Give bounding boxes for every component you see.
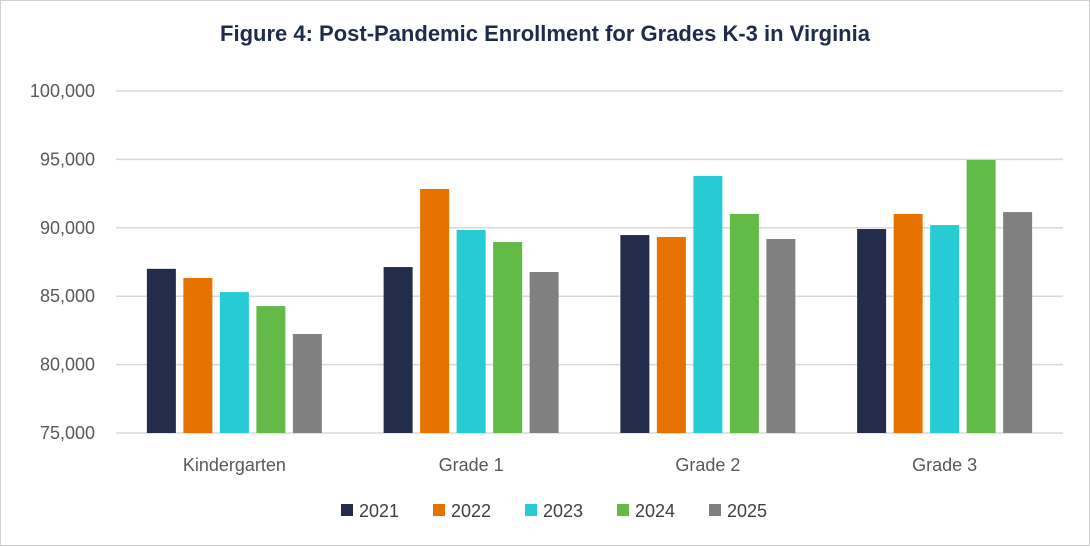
x-tick-label: Grade 3 xyxy=(912,455,977,475)
legend-label-2022: 2022 xyxy=(451,501,491,521)
bar-2023-grade-1 xyxy=(456,229,486,433)
bar-2024-grade-1 xyxy=(493,242,523,433)
bar-2023-grade-2 xyxy=(693,175,723,433)
bar-2023-kindergarten xyxy=(219,292,249,433)
bar-2021-grade-1 xyxy=(383,267,413,433)
bar-2023-grade-3 xyxy=(930,225,960,433)
bar-2022-kindergarten xyxy=(183,278,213,433)
x-tick-label: Grade 1 xyxy=(439,455,504,475)
bar-2025-kindergarten xyxy=(292,333,322,433)
bar-2024-kindergarten xyxy=(256,306,286,433)
y-tick-label: 100,000 xyxy=(30,81,95,101)
x-tick-label: Grade 2 xyxy=(675,455,740,475)
y-tick-label: 90,000 xyxy=(40,218,95,238)
legend-swatch-2024 xyxy=(617,504,629,516)
bar-2025-grade-2 xyxy=(766,239,796,433)
legend-swatch-2025 xyxy=(709,504,721,516)
x-tick-label: Kindergarten xyxy=(183,455,286,475)
bar-2025-grade-3 xyxy=(1003,212,1033,433)
y-tick-label: 80,000 xyxy=(40,355,95,375)
bar-2021-kindergarten xyxy=(146,268,176,433)
bar-2022-grade-3 xyxy=(893,213,923,433)
chart-title: Figure 4: Post-Pandemic Enrollment for G… xyxy=(220,21,870,46)
bar-2024-grade-3 xyxy=(966,159,996,433)
bar-2024-grade-2 xyxy=(729,213,759,433)
legend-swatch-2023 xyxy=(525,504,537,516)
legend-swatch-2022 xyxy=(433,504,445,516)
y-tick-label: 95,000 xyxy=(40,149,95,169)
bar-2022-grade-2 xyxy=(656,236,686,433)
y-tick-label: 75,000 xyxy=(40,423,95,443)
bar-2021-grade-2 xyxy=(620,235,650,433)
y-tick-label: 85,000 xyxy=(40,286,95,306)
legend-label-2025: 2025 xyxy=(727,501,767,521)
legend-label-2023: 2023 xyxy=(543,501,583,521)
legend-swatch-2021 xyxy=(341,504,353,516)
bar-2022-grade-1 xyxy=(420,188,450,433)
legend-label-2021: 2021 xyxy=(359,501,399,521)
legend-label-2024: 2024 xyxy=(635,501,675,521)
bar-2021-grade-3 xyxy=(857,229,887,433)
bar-2025-grade-1 xyxy=(529,271,559,433)
